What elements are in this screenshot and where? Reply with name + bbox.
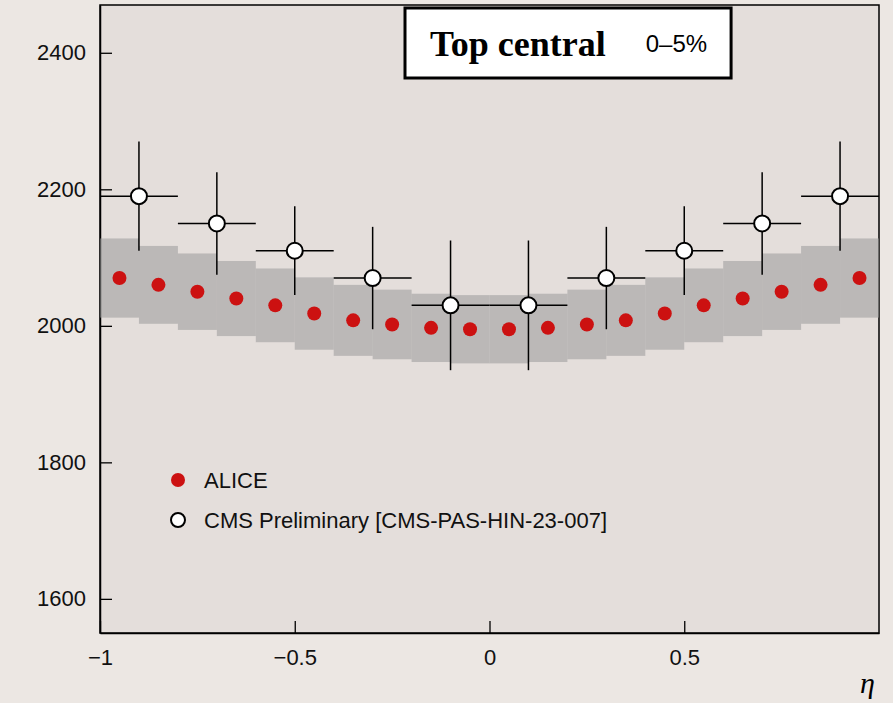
error-band: [801, 246, 840, 324]
tick-mark: [100, 189, 112, 190]
point: [365, 270, 381, 286]
point: [697, 298, 711, 312]
point: [209, 215, 225, 231]
tick-label: −1: [88, 645, 113, 670]
error-band: [645, 277, 684, 349]
tick: 0: [484, 621, 496, 670]
point: [814, 278, 828, 292]
tick-label: 1600: [37, 586, 86, 611]
legend-label: ALICE: [204, 468, 268, 493]
point: [151, 278, 165, 292]
error-band: [567, 290, 606, 360]
point: [424, 321, 438, 335]
tick-mark: [100, 53, 112, 54]
error-band: [684, 268, 723, 342]
error-band: [178, 253, 217, 329]
tick-label: 2200: [37, 177, 86, 202]
legend-swatch: [171, 513, 185, 527]
tick: 0.5: [669, 621, 700, 670]
annotation: 0–5%: [646, 30, 707, 57]
point: [502, 322, 516, 336]
plot-background: [100, 5, 879, 633]
point: [190, 285, 204, 299]
point: [541, 321, 555, 335]
point: [832, 188, 848, 204]
error-band: [762, 253, 801, 329]
error-band: [217, 261, 256, 336]
point: [463, 322, 477, 336]
legend: ALICE CMS Preliminary [CMS-PAS-HIN-23-007…: [171, 468, 607, 533]
title: Top central: [430, 24, 606, 64]
point: [775, 285, 789, 299]
point: [736, 292, 750, 306]
tick-label: 0.5: [669, 645, 700, 670]
error-band: [139, 246, 178, 324]
point: [580, 317, 594, 331]
tick: 2200: [37, 177, 112, 202]
point: [268, 298, 282, 312]
plot-frame: [100, 5, 879, 633]
point: [112, 271, 126, 285]
point: [307, 307, 321, 321]
point: [658, 307, 672, 321]
error-band: [723, 261, 762, 336]
tick-mark: [100, 462, 112, 463]
point: [346, 313, 360, 327]
point: [287, 243, 303, 259]
legend-label: CMS Preliminary [CMS-PAS-HIN-23-007]: [204, 508, 607, 533]
tick: −0.5: [274, 621, 317, 670]
tick: 1800: [37, 450, 112, 475]
point: [385, 317, 399, 331]
tick: 1600: [37, 586, 112, 611]
title-frame: [405, 8, 731, 78]
chart: −1 −0.5 0 0.5 1600 1800 2000 2200 2400 Top centra…: [0, 0, 893, 703]
tick-label: 0: [484, 645, 496, 670]
point: [676, 243, 692, 259]
point: [619, 313, 633, 327]
tick-mark: [100, 599, 112, 600]
point: [443, 297, 459, 313]
marks: [100, 142, 879, 371]
error-band: [295, 277, 334, 349]
point: [853, 271, 867, 285]
error-band: [334, 285, 373, 356]
point: [520, 297, 536, 313]
series-1: [100, 142, 879, 371]
point: [131, 188, 147, 204]
error-band: [373, 290, 412, 360]
tick-label: 2000: [37, 313, 86, 338]
error-band: [840, 238, 879, 317]
error-band: [256, 268, 295, 342]
y-axis: 1600 1800 2000 2200 2400: [37, 6, 112, 634]
tick-label: −0.5: [274, 645, 317, 670]
x-axis-title: η: [860, 666, 875, 699]
point: [598, 270, 614, 286]
point: [754, 215, 770, 231]
error-band: [606, 285, 645, 356]
legend-swatch: [171, 473, 185, 487]
x-axis: −1 −0.5 0 0.5: [88, 621, 880, 670]
title-box: Top central 0–5%: [405, 8, 731, 78]
tick: 2400: [37, 40, 112, 65]
tick-mark: [100, 326, 112, 327]
tick-mark: [295, 621, 296, 633]
tick-label: 1800: [37, 450, 86, 475]
tick-mark: [489, 621, 490, 633]
tick-label: 2400: [37, 40, 86, 65]
error-band: [100, 238, 139, 317]
tick-mark: [684, 621, 685, 633]
point: [229, 292, 243, 306]
